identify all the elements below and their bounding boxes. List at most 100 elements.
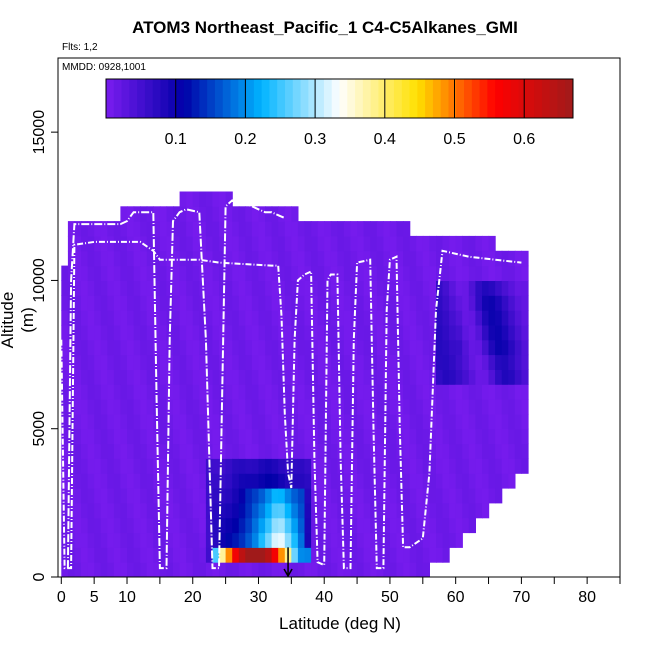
heat-cell	[100, 384, 108, 400]
heat-cell	[192, 458, 200, 474]
heat-cell	[389, 428, 398, 445]
heat-cell	[251, 532, 260, 548]
heat-cell	[159, 413, 168, 430]
heat-cell	[87, 428, 95, 445]
heat-cell	[100, 562, 108, 577]
colorbar-cell	[269, 79, 278, 118]
heat-cell	[278, 562, 286, 577]
heat-cell	[81, 443, 89, 459]
heat-cell	[436, 369, 444, 385]
heat-cell	[337, 250, 345, 267]
heat-cell	[455, 473, 463, 489]
heat-cell	[140, 413, 148, 430]
x-tick-label: 30	[250, 589, 268, 606]
heat-cell	[455, 399, 463, 415]
heat-cell	[376, 324, 384, 341]
heat-cell	[238, 562, 246, 577]
heat-cell	[291, 265, 299, 281]
heat-cell	[389, 369, 398, 385]
heat-cell	[74, 339, 82, 356]
heat-cell	[251, 295, 260, 311]
colorbar-cell	[253, 79, 263, 118]
heat-cell	[363, 517, 371, 534]
heat-cell	[159, 547, 168, 563]
heat-cell	[482, 458, 490, 474]
heat-cell	[271, 369, 279, 385]
heat-cell	[199, 339, 207, 356]
heat-cell	[179, 221, 187, 237]
heat-cell	[205, 295, 214, 311]
heat-cell	[100, 324, 108, 341]
heat-cell	[81, 250, 89, 267]
heat-cell	[186, 265, 194, 281]
heat-cell	[258, 206, 266, 222]
heat-cell	[317, 295, 325, 311]
heat-cell	[173, 413, 181, 430]
heat-cell	[232, 473, 240, 489]
colorbar-cell	[370, 79, 379, 118]
colorbar-cell	[331, 79, 340, 118]
heat-cell	[192, 547, 200, 563]
heat-cell	[304, 532, 312, 548]
heat-cell	[370, 547, 378, 563]
heat-cell	[219, 562, 227, 577]
heat-cell	[436, 443, 444, 459]
heat-cell	[409, 295, 417, 311]
heat-cell	[462, 488, 470, 504]
heat-cell	[409, 265, 417, 281]
heat-cell	[238, 399, 246, 415]
heat-cell	[212, 206, 220, 222]
heat-cell	[449, 310, 457, 326]
heat-cell	[120, 235, 128, 252]
heat-cell	[133, 532, 141, 548]
heat-cell	[258, 502, 266, 519]
heat-cell	[357, 413, 365, 430]
heat-cell	[389, 488, 398, 504]
heat-cell	[87, 532, 95, 548]
heat-cell	[146, 399, 154, 415]
heat-cell	[455, 532, 463, 548]
heat-cell	[140, 502, 148, 519]
heat-cell	[521, 399, 529, 415]
heat-cell	[251, 458, 260, 474]
heat-cell	[140, 517, 148, 534]
heat-cell	[449, 413, 457, 430]
heat-cell	[363, 354, 371, 370]
heat-cell	[205, 221, 214, 237]
heat-cell	[173, 324, 181, 341]
heat-cell	[205, 250, 214, 267]
heat-cell	[521, 280, 529, 296]
colorbar-cell	[534, 79, 543, 118]
heat-cell	[488, 369, 496, 385]
heat-cell	[199, 295, 207, 311]
heat-cell	[107, 547, 115, 563]
heat-cell	[140, 428, 148, 445]
heat-cell	[179, 443, 187, 459]
heat-cell	[475, 354, 483, 370]
heat-cell	[192, 339, 200, 356]
heat-cell	[383, 399, 391, 415]
heat-cell	[317, 250, 325, 267]
heat-cell	[337, 295, 345, 311]
heat-cell	[219, 428, 227, 445]
heat-cell	[61, 354, 69, 370]
heat-cell	[238, 339, 246, 356]
heat-cell	[311, 354, 319, 370]
heat-cell	[468, 339, 476, 356]
heat-cell	[370, 562, 378, 577]
heat-cell	[422, 399, 430, 415]
heat-cell	[225, 562, 233, 577]
heat-cell	[304, 250, 312, 267]
heat-cell	[337, 235, 345, 252]
heat-cell	[212, 502, 220, 519]
heat-cell	[383, 428, 391, 445]
heat-cell	[100, 369, 108, 385]
heat-cell	[166, 221, 174, 237]
heat-cell	[514, 458, 522, 474]
heat-cell	[416, 235, 424, 252]
heat-cell	[133, 324, 141, 341]
heat-cell	[212, 221, 220, 237]
colorbar-cell	[502, 79, 512, 118]
heat-cell	[186, 488, 194, 504]
heat-cell	[449, 295, 457, 311]
